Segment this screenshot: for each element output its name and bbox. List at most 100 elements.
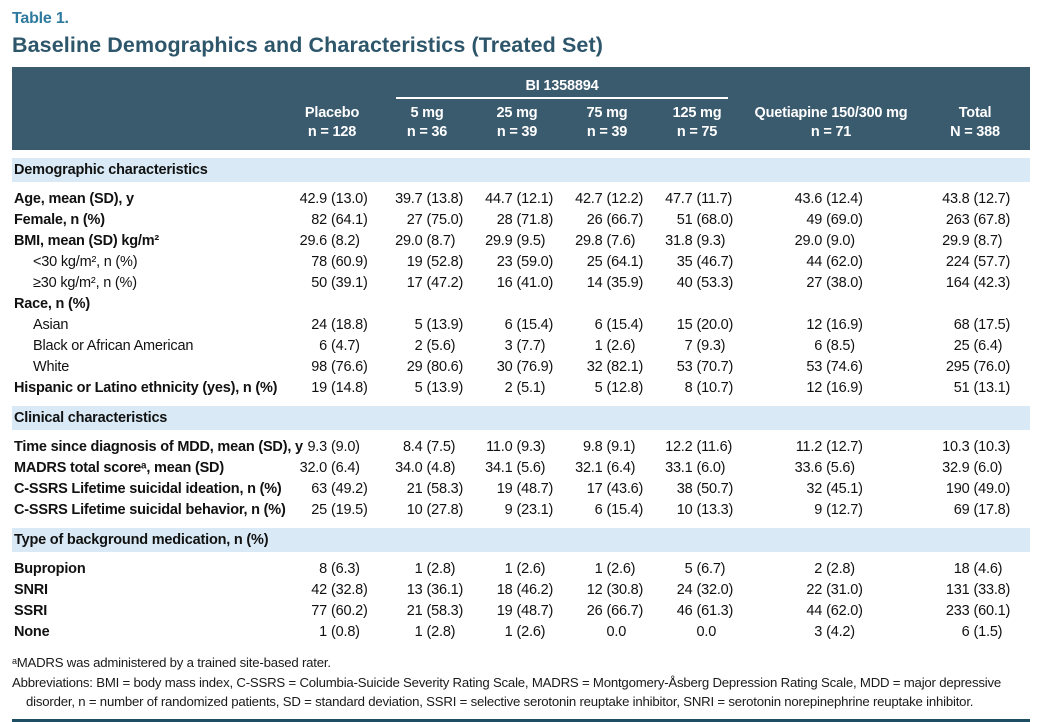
row-label: Black or African American (33, 337, 194, 354)
demographics-table: BI 1358894 Placebo n = 128 5 mg n = 36 25 mg… (12, 67, 1030, 642)
value-count: 22 (806, 581, 823, 598)
value-percent: (6.3) (331, 560, 360, 577)
value-count: 46 (676, 602, 693, 619)
value-percent: (20.0) (696, 316, 734, 333)
page-title: Baseline Demographics and Characteristic… (12, 33, 603, 57)
column-header-5-mg: 5 mg n = 36 (382, 104, 472, 141)
value-percent: (76.0) (973, 358, 1011, 375)
value-cell: 19 (52.8) (382, 254, 472, 270)
value-cell: 47.7 (11.7) (652, 191, 742, 207)
value-cell: 2 (2.8) (742, 561, 920, 577)
value-cell: 30 (76.9) (472, 359, 562, 375)
value-cell: 10 (13.3) (652, 502, 742, 518)
value-count (562, 624, 603, 640)
value-cell: 19 (48.7) (472, 603, 562, 619)
value-percent: (16.9) (826, 316, 863, 333)
value-percent: (76.9) (516, 358, 554, 375)
value-cell: 12 (30.8) (562, 582, 652, 598)
table-row: Black or African American 6 (4.7) 2 (5.6) 3 (7… (12, 335, 1030, 356)
value-count: 44 (806, 602, 823, 619)
column-header-125-mg: 125 mg n = 75 (652, 104, 742, 141)
value-cell: 24 (18.8) (282, 317, 382, 333)
value-cell: 5 (13.9) (382, 317, 472, 333)
value-cell: 77 (60.2) (282, 603, 382, 619)
value-cell: 6 (15.4) (562, 502, 652, 518)
value-cell: 1 (2.6) (472, 624, 562, 640)
value-count: 26 (586, 602, 603, 619)
value-cell: 35 (46.7) (652, 254, 742, 270)
value-cell: 25 (19.5) (282, 502, 382, 518)
value-count: 44.7 (485, 190, 513, 207)
value-count: 16 (496, 274, 513, 291)
value-count: 21 (406, 602, 423, 619)
value-percent: (13.8) (426, 190, 464, 207)
value-percent: (12.1) (516, 190, 554, 207)
value-count: 1 (594, 337, 603, 354)
value-cell: 32.9 (6.0) (920, 460, 1030, 476)
value-count: 44 (806, 253, 823, 270)
value-percent: (7.6) (606, 232, 636, 249)
value-percent: (80.6) (426, 358, 464, 375)
value-count: 19 (496, 602, 513, 619)
value-cell: 43.8 (12.7) (920, 191, 1030, 207)
value-cell: 29.0 (8.7) (382, 233, 472, 249)
value-count: 17 (406, 274, 423, 291)
value-count: 131 (945, 581, 970, 598)
value-percent: (58.3) (426, 480, 464, 497)
value-percent: (39.1) (331, 274, 368, 291)
value-count: 42.9 (299, 190, 328, 207)
value-cell: 1 (2.8) (382, 561, 472, 577)
value-cell: 5 (12.8) (562, 380, 652, 396)
value-count: 11.2 (795, 438, 823, 455)
value-count: 53 (806, 358, 823, 375)
value-percent: (5.1) (516, 379, 546, 396)
row-label: Race, n (%) (14, 295, 90, 312)
value-percent: (13.9) (426, 379, 464, 396)
value-percent: (58.3) (426, 602, 464, 619)
value-count: 29.9 (942, 232, 970, 249)
value-count: 10 (406, 501, 423, 518)
value-percent: (5.6) (516, 459, 546, 476)
column-n-count: n = 36 (406, 123, 448, 140)
value-count: 50 (311, 274, 327, 291)
value-count: 27 (806, 274, 823, 291)
value-percent: (13.0) (331, 190, 368, 207)
value-percent: (4.6) (973, 560, 1003, 577)
row-label: SNRI (14, 581, 48, 598)
value-percent: (59.0) (516, 253, 554, 270)
value-count: 164 (945, 274, 970, 291)
value-percent: (82.1) (606, 358, 644, 375)
footnote-a: ᵃMADRS was administered by a trained sit… (12, 655, 331, 671)
value-percent: (6.4) (973, 337, 1003, 354)
value-count: 32 (806, 480, 823, 497)
value-percent: 0.0 (696, 623, 717, 640)
value-percent: (8.5) (826, 337, 855, 354)
value-count: 10 (676, 501, 693, 518)
value-cell: 43.6 (12.4) (742, 191, 920, 207)
value-count: 224 (945, 253, 970, 270)
value-percent: (48.7) (516, 480, 554, 497)
value-count: 21 (406, 480, 423, 497)
value-percent: (5.6) (826, 459, 855, 476)
value-percent: (2.8) (426, 560, 456, 577)
row-label: MADRS total scoreᵃ, mean (SD) (14, 459, 224, 476)
value-count: 43.8 (942, 190, 970, 207)
value-count: 3 (814, 623, 823, 640)
value-count: 12.2 (665, 438, 693, 455)
value-count: 29.0 (794, 232, 823, 249)
value-percent: (46.2) (516, 581, 554, 598)
value-count: 47.7 (665, 190, 693, 207)
value-percent: (10.3) (973, 438, 1011, 455)
value-cell: 8 (6.3) (282, 561, 382, 577)
value-count: 23 (496, 253, 513, 270)
value-cell: 3 (4.2) (742, 624, 920, 640)
value-cell: 44 (62.0) (742, 603, 920, 619)
value-cell: 32.0 (6.4) (282, 460, 382, 476)
value-percent: (2.6) (606, 560, 636, 577)
value-cell: 29.9 (8.7) (920, 233, 1030, 249)
value-percent: (6.4) (331, 459, 360, 476)
value-cell: 26 (66.7) (562, 212, 652, 228)
value-percent: (7.5) (426, 438, 456, 455)
value-cell: 21 (58.3) (382, 481, 472, 497)
